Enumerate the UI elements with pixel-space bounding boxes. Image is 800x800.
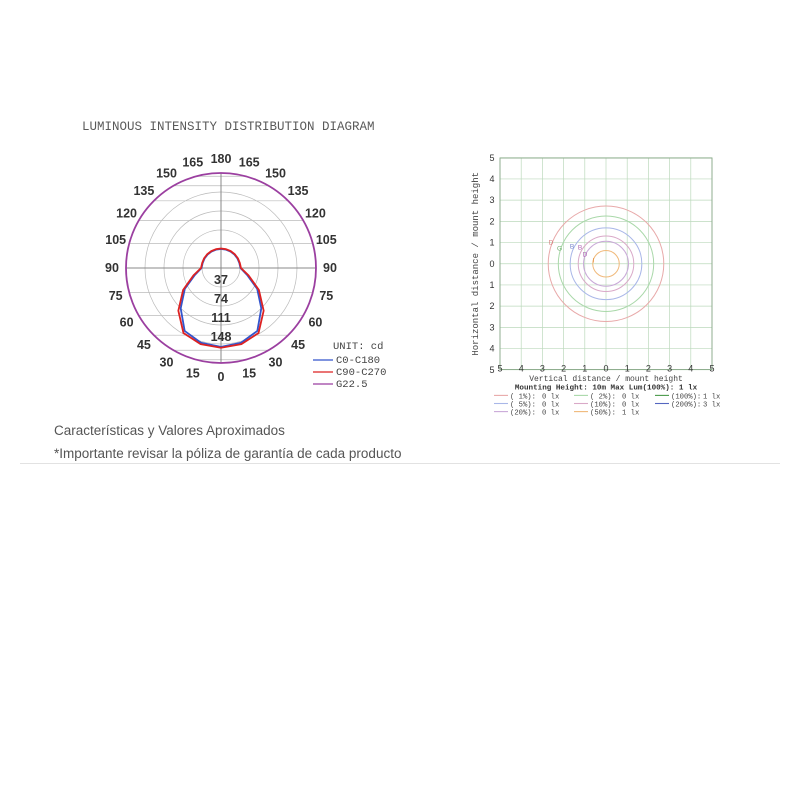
- svg-text:G: G: [557, 246, 562, 253]
- svg-text:I: I: [593, 258, 595, 265]
- svg-text:0: 0: [603, 363, 608, 373]
- svg-text:0 lx: 0 lx: [622, 393, 639, 401]
- svg-text:0 lx: 0 lx: [542, 393, 559, 401]
- svg-text:3: 3: [489, 322, 494, 332]
- svg-text:0 lx: 0 lx: [622, 402, 639, 410]
- svg-text:D: D: [583, 252, 588, 259]
- svg-text:(100%):: (100%):: [671, 393, 701, 401]
- svg-text:Horizontal distance / mount he: Horizontal distance / mount height: [471, 172, 481, 356]
- svg-text:5: 5: [497, 363, 502, 373]
- svg-text:0: 0: [489, 259, 494, 269]
- svg-text:1: 1: [582, 363, 587, 373]
- svg-text:5: 5: [709, 363, 714, 373]
- svg-text:3: 3: [489, 195, 494, 205]
- svg-text:1 lx: 1 lx: [622, 410, 639, 418]
- svg-text:Vertical distance / mount heig: Vertical distance / mount height: [529, 375, 683, 384]
- svg-text:0 lx: 0 lx: [542, 410, 559, 418]
- svg-text:3 lx: 3 lx: [703, 402, 720, 410]
- svg-text:(200%):: (200%):: [671, 402, 701, 410]
- svg-text:2: 2: [489, 216, 494, 226]
- svg-text:(20%):: (20%):: [510, 410, 536, 418]
- svg-text:( 1%):: ( 1%):: [510, 393, 536, 401]
- svg-text:2: 2: [561, 363, 566, 373]
- svg-text:(50%):: (50%):: [590, 410, 616, 418]
- svg-text:1: 1: [489, 280, 494, 290]
- svg-text:1: 1: [489, 238, 494, 248]
- svg-text:4: 4: [519, 363, 524, 373]
- svg-text:D: D: [549, 240, 554, 247]
- svg-text:2: 2: [489, 301, 494, 311]
- svg-text:1 lx: 1 lx: [703, 393, 720, 401]
- svg-text:4: 4: [688, 363, 693, 373]
- svg-text:Mounting Height: 10m Max Lum: Mounting Height: 10m Max Lum(100%): 1 lx: [515, 384, 698, 392]
- svg-text:4: 4: [489, 174, 494, 184]
- svg-text:5: 5: [489, 365, 494, 375]
- svg-text:5: 5: [489, 153, 494, 163]
- svg-text:0 lx: 0 lx: [542, 402, 559, 410]
- svg-text:1: 1: [625, 363, 630, 373]
- svg-text:( 5%):: ( 5%):: [510, 402, 536, 410]
- svg-text:( 2%):: ( 2%):: [590, 393, 616, 401]
- svg-text:3: 3: [667, 363, 672, 373]
- svg-text:(10%):: (10%):: [590, 402, 616, 410]
- svg-text:4: 4: [489, 344, 494, 354]
- svg-text:B: B: [570, 244, 574, 251]
- svg-text:2: 2: [646, 363, 651, 373]
- svg-text:3: 3: [540, 363, 545, 373]
- svg-text:B: B: [578, 245, 582, 252]
